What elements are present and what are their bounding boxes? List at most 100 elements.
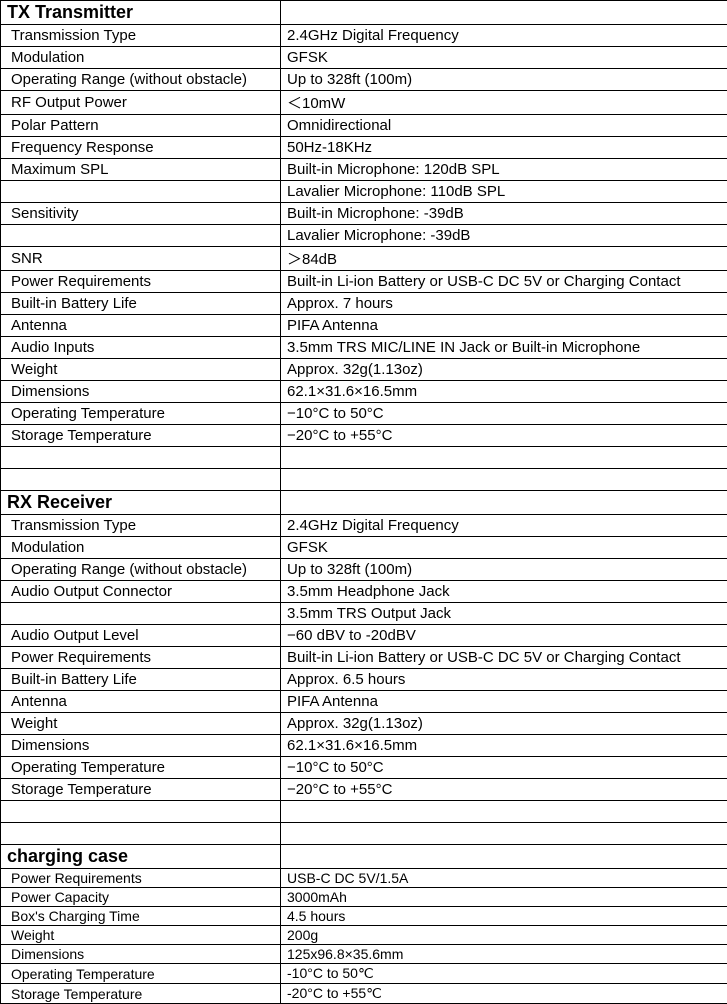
spec-label: Dimensions [1, 381, 281, 403]
spec-label: Weight [1, 926, 281, 945]
section-header-blank [281, 1, 727, 25]
spec-label: Storage Temperature [1, 779, 281, 801]
table-row: WeightApprox. 32g(1.13oz) [1, 359, 727, 381]
table-row: Weight200g [1, 926, 727, 945]
table-row: 3.5mm TRS Output Jack [1, 603, 727, 625]
spec-value: 50Hz-18KHz [281, 137, 727, 159]
spec-label: Dimensions [1, 735, 281, 757]
spec-label: Power Requirements [1, 647, 281, 669]
spec-value: 62.1×31.6×16.5mm [281, 735, 727, 757]
table-row: SNR＞84dB [1, 247, 727, 271]
spec-value: 2.4GHz Digital Frequency [281, 25, 727, 47]
spec-value: Built-in Microphone: 120dB SPL [281, 159, 727, 181]
spec-label [1, 181, 281, 203]
table-row: Polar PatternOmnidirectional [1, 115, 727, 137]
spec-label: Antenna [1, 691, 281, 713]
spec-value: ＜10mW [281, 91, 727, 115]
spec-label: Frequency Response [1, 137, 281, 159]
spec-label: Operating Temperature [1, 964, 281, 984]
spec-value: Lavalier Microphone: 110dB SPL [281, 181, 727, 203]
blank-cell [281, 469, 727, 491]
spec-label: RF Output Power [1, 91, 281, 115]
table-row: Operating Range (without obstacle)Up to … [1, 69, 727, 91]
spec-label: Power Requirements [1, 271, 281, 293]
spec-value: GFSK [281, 47, 727, 69]
blank-row [1, 823, 727, 845]
spec-value: −10°C to 50°C [281, 403, 727, 425]
spec-label: Weight [1, 713, 281, 735]
table-row: Dimensions62.1×31.6×16.5mm [1, 735, 727, 757]
blank-cell [281, 801, 727, 823]
spec-label: Power Capacity [1, 888, 281, 907]
table-row: ModulationGFSK [1, 47, 727, 69]
spec-value: Approx. 7 hours [281, 293, 727, 315]
spec-value: PIFA Antenna [281, 691, 727, 713]
spec-label: Built-in Battery Life [1, 293, 281, 315]
spec-label: Audio Output Level [1, 625, 281, 647]
spec-label: Power Requirements [1, 869, 281, 888]
spec-label: Audio Inputs [1, 337, 281, 359]
spec-value: −20°C to +55°C [281, 779, 727, 801]
table-row: AntennaPIFA Antenna [1, 315, 727, 337]
table-row: Power RequirementsBuilt-in Li-ion Batter… [1, 271, 727, 293]
blank-row [1, 447, 727, 469]
spec-label: Modulation [1, 537, 281, 559]
section-title: charging case [1, 845, 281, 869]
spec-value: Lavalier Microphone: -39dB [281, 225, 727, 247]
table-row: Built-in Battery LifeApprox. 6.5 hours [1, 669, 727, 691]
spec-value: PIFA Antenna [281, 315, 727, 337]
spec-value: −20°C to +55°C [281, 425, 727, 447]
spec-value: Built-in Microphone: -39dB [281, 203, 727, 225]
spec-label: Storage Temperature [1, 425, 281, 447]
spec-value: −10°C to 50°C [281, 757, 727, 779]
spec-value: 62.1×31.6×16.5mm [281, 381, 727, 403]
table-row: Lavalier Microphone: 110dB SPL [1, 181, 727, 203]
section-title: RX Receiver [1, 491, 281, 515]
table-row: Power RequirementsBuilt-in Li-ion Batter… [1, 647, 727, 669]
table-row: Audio Inputs3.5mm TRS MIC/LINE IN Jack o… [1, 337, 727, 359]
table-row: Operating Range (without obstacle)Up to … [1, 559, 727, 581]
table-row: Operating Temperature−10°C to 50°C [1, 403, 727, 425]
spec-label: Polar Pattern [1, 115, 281, 137]
spec-value: 200g [281, 926, 727, 945]
spec-label: Antenna [1, 315, 281, 337]
blank-cell [281, 823, 727, 845]
spec-value: Built-in Li-ion Battery or USB-C DC 5V o… [281, 271, 727, 293]
section-header: TX Transmitter [1, 1, 727, 25]
table-row: Operating Temperature−10°C to 50°C [1, 757, 727, 779]
table-row: Transmission Type2.4GHz Digital Frequenc… [1, 515, 727, 537]
spec-label: Operating Range (without obstacle) [1, 559, 281, 581]
table-row: Box's Charging Time4.5 hours [1, 907, 727, 926]
spec-value: Approx. 32g(1.13oz) [281, 713, 727, 735]
spec-label: Box's Charging Time [1, 907, 281, 926]
spec-value: Up to 328ft (100m) [281, 559, 727, 581]
spec-label [1, 225, 281, 247]
blank-cell [1, 801, 281, 823]
spec-label: Operating Range (without obstacle) [1, 69, 281, 91]
spec-value: ＞84dB [281, 247, 727, 271]
spec-table: TX Transmitter Transmission Type2.4GHz Di… [0, 0, 727, 1004]
table-row: Maximum SPLBuilt-in Microphone: 120dB SP… [1, 159, 727, 181]
section-header-blank [281, 845, 727, 869]
table-row: SensitivityBuilt-in Microphone: -39dB [1, 203, 727, 225]
spec-value: 125x96.8×35.6mm [281, 945, 727, 964]
table-row: Storage Temperature-20°C to +55℃ [1, 984, 727, 1004]
section-header: charging case [1, 845, 727, 869]
blank-cell [281, 447, 727, 469]
section-header: RX Receiver [1, 491, 727, 515]
table-row: Storage Temperature−20°C to +55°C [1, 425, 727, 447]
spec-label: Audio Output Connector [1, 581, 281, 603]
spec-value: 3000mAh [281, 888, 727, 907]
blank-cell [1, 469, 281, 491]
table-row: Audio Output Connector3.5mm Headphone Ja… [1, 581, 727, 603]
section-title: TX Transmitter [1, 1, 281, 25]
spec-label: Storage Temperature [1, 984, 281, 1004]
spec-label [1, 603, 281, 625]
spec-value: Up to 328ft (100m) [281, 69, 727, 91]
table-row: Storage Temperature−20°C to +55°C [1, 779, 727, 801]
blank-row [1, 801, 727, 823]
table-row: Frequency Response50Hz-18KHz [1, 137, 727, 159]
spec-value: -20°C to +55℃ [281, 984, 727, 1004]
spec-value: −60 dBV to -20dBV [281, 625, 727, 647]
table-row: ModulationGFSK [1, 537, 727, 559]
